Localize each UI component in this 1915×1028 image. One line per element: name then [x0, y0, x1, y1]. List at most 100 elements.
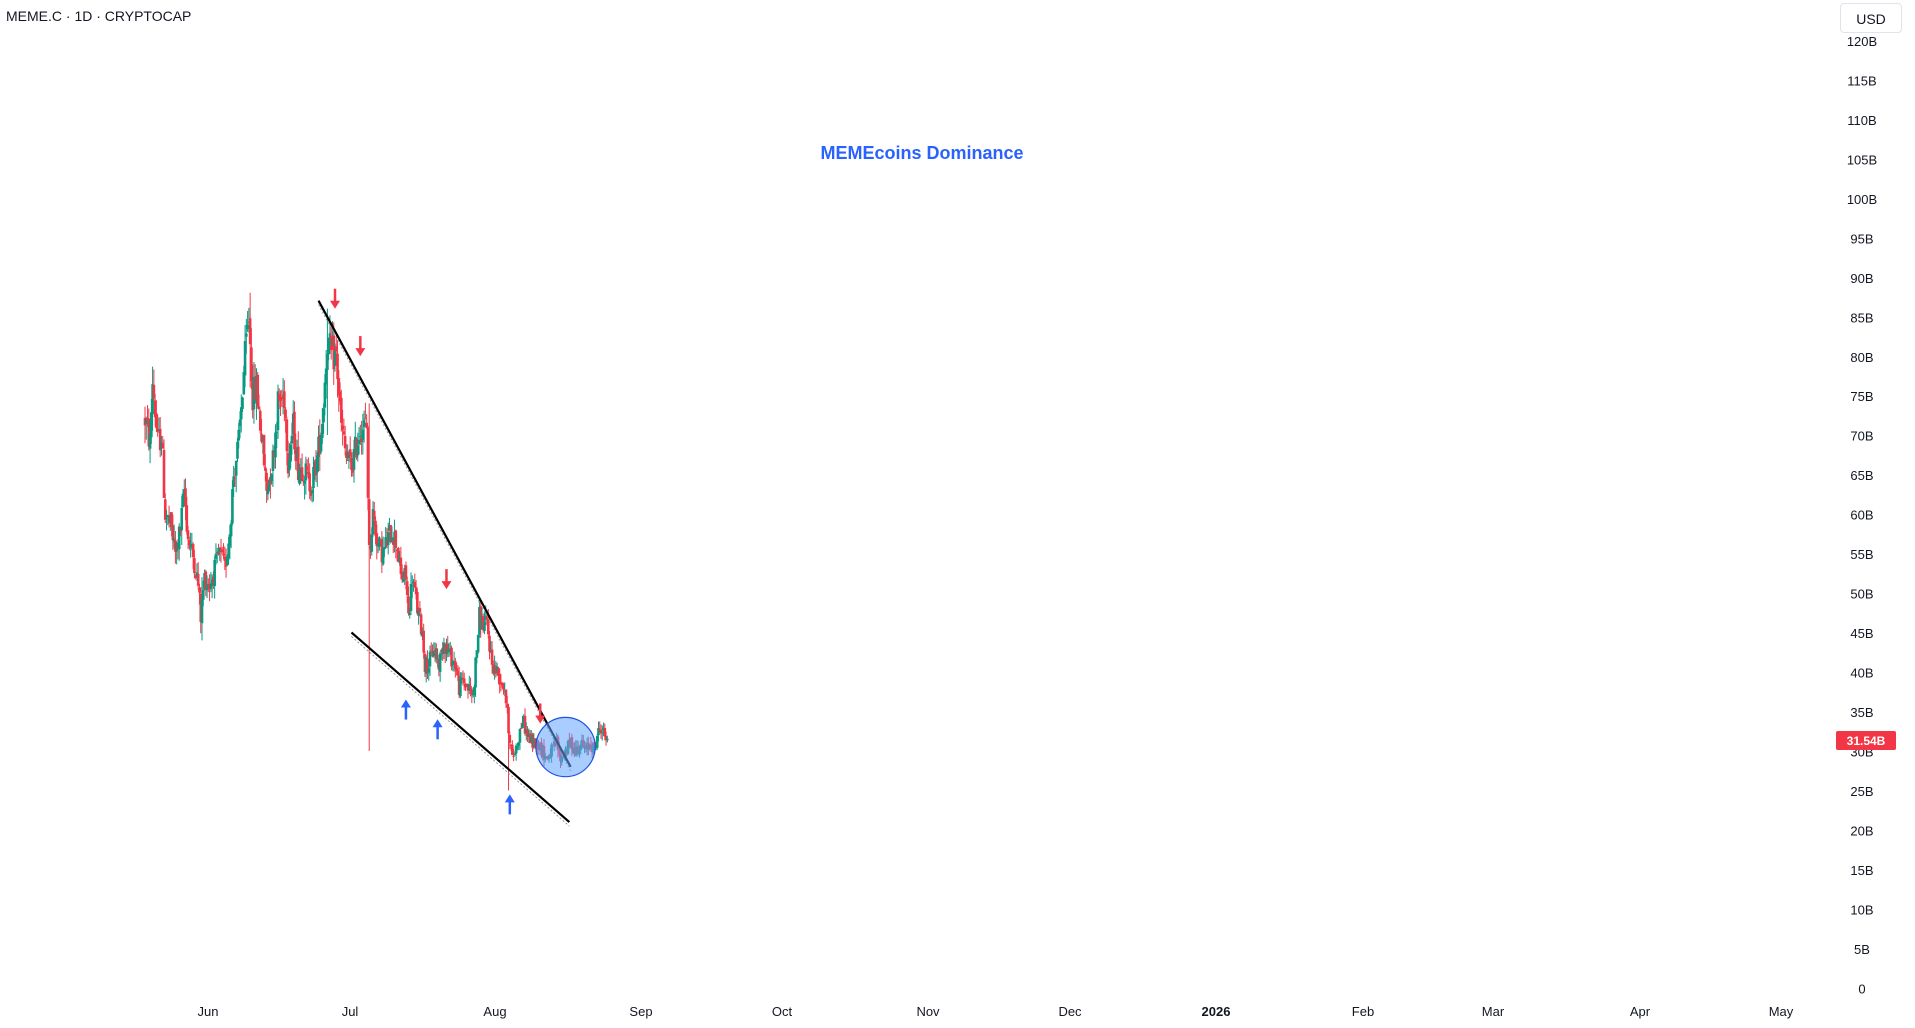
candle-body — [599, 729, 603, 734]
candle-body — [362, 419, 366, 427]
candle-body — [217, 551, 220, 555]
candle — [271, 444, 275, 488]
candle-body — [427, 668, 431, 673]
y-tick-label: 95B — [1850, 231, 1873, 246]
candle-body — [246, 324, 249, 330]
candle-body — [523, 715, 527, 734]
candle-body — [271, 450, 275, 472]
candle — [390, 526, 394, 543]
candle — [517, 741, 520, 751]
candle — [213, 556, 216, 599]
candle-body — [200, 598, 204, 624]
candle-body — [337, 378, 341, 396]
candle-body — [181, 493, 185, 508]
candle-body — [394, 530, 398, 548]
candle — [162, 439, 166, 499]
candle — [326, 308, 329, 435]
candle-body — [327, 337, 330, 355]
candle — [459, 672, 462, 699]
candle — [270, 473, 273, 485]
candle-body — [438, 653, 442, 672]
candle — [327, 337, 330, 361]
trendline-lower-support — [350, 631, 571, 823]
candle — [279, 390, 282, 416]
candle — [600, 725, 604, 741]
candle-body — [328, 333, 332, 338]
candle-body — [375, 533, 379, 547]
candle-body — [150, 412, 153, 438]
x-tick-label: Aug — [483, 1004, 506, 1019]
candle-body — [184, 488, 187, 507]
candle-body — [262, 434, 266, 466]
x-tick-label: Nov — [916, 1004, 940, 1019]
candle-body — [389, 525, 393, 543]
candle-body — [365, 422, 368, 428]
candle — [342, 418, 346, 436]
candle-body — [258, 410, 262, 431]
candle-body — [603, 727, 607, 737]
candle-body — [405, 581, 409, 596]
candle-body — [162, 449, 166, 498]
y-tick-label: 105B — [1847, 152, 1877, 167]
candle-body — [219, 548, 223, 550]
x-tick-label: 2026 — [1202, 1004, 1231, 1019]
candle — [381, 536, 385, 566]
candle — [280, 389, 284, 408]
trendline-upper-resistance — [317, 300, 572, 768]
candle — [474, 657, 477, 697]
candle — [246, 310, 249, 332]
candle-body — [517, 742, 520, 746]
candle — [185, 496, 189, 535]
candle-body — [172, 538, 176, 542]
candle — [476, 634, 480, 654]
candle-body — [205, 584, 209, 591]
candle-body — [290, 435, 294, 444]
candle-body — [204, 571, 208, 590]
candle-body — [288, 459, 291, 471]
candle — [241, 396, 244, 413]
candle-body — [516, 746, 519, 748]
candle-body — [242, 371, 246, 395]
candle-body — [186, 530, 190, 540]
candle — [196, 562, 200, 590]
candle-body — [165, 517, 168, 519]
candle-body — [171, 526, 175, 541]
candle — [364, 402, 367, 420]
candle-body — [188, 540, 191, 546]
candle-body — [296, 446, 300, 481]
candle-body — [595, 736, 599, 748]
candle — [483, 611, 486, 635]
candle-body — [222, 553, 225, 556]
candle-body — [383, 547, 386, 550]
candle-body — [343, 436, 347, 449]
candle-body — [459, 677, 462, 697]
candle-body — [372, 510, 376, 520]
price-label-box — [1836, 731, 1896, 750]
candle — [155, 400, 158, 433]
trendlines-layer — [317, 300, 572, 827]
candle-body — [280, 396, 284, 400]
candle-body — [201, 589, 205, 600]
candle-body — [277, 394, 281, 401]
candle-body — [144, 419, 148, 425]
candle-body — [266, 490, 270, 495]
candle-body — [227, 543, 230, 558]
candle-body — [274, 432, 277, 458]
candle-body — [191, 544, 195, 558]
candle-body — [366, 427, 370, 498]
candle — [446, 635, 450, 658]
candle-body — [307, 471, 310, 475]
candle-body — [194, 575, 197, 578]
candle — [356, 432, 360, 462]
candle — [597, 721, 600, 742]
candle-body — [476, 635, 480, 653]
candle — [214, 543, 218, 565]
arrow-down-head — [355, 348, 366, 357]
candle-body — [469, 685, 472, 692]
currency-button[interactable]: USD — [1840, 3, 1902, 33]
candle-body — [238, 419, 242, 427]
candle — [158, 416, 162, 458]
candle — [245, 318, 248, 354]
